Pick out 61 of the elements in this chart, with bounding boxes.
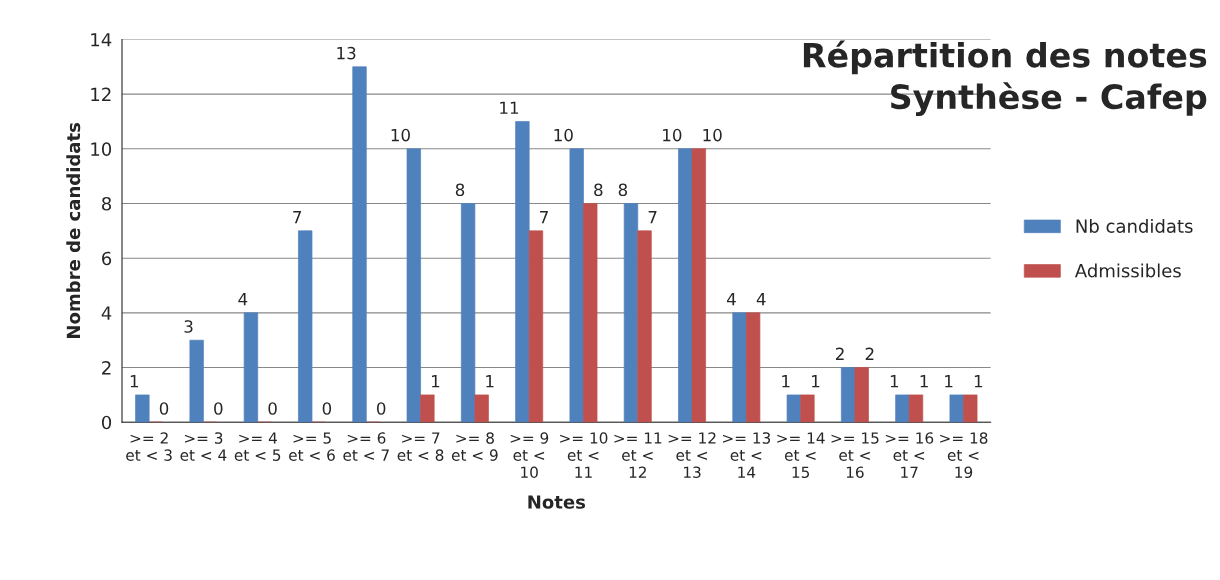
x-tick-label: >= 5 et < 6 [289, 432, 335, 461]
x-tick-label: >= 11 et < 12 [614, 432, 662, 478]
data-label: 1 [945, 375, 953, 388]
y-tick-label: 12 [91, 87, 111, 101]
x-tick-label: >= 14 et < 15 [777, 432, 825, 478]
y-tick-label: 10 [91, 142, 112, 156]
data-label: 10 [554, 128, 573, 142]
x-tick-label: >= 18 et < 19 [940, 432, 988, 478]
data-label: 2 [865, 347, 874, 360]
data-label: 0 [214, 402, 223, 415]
legend-label: Nb candidats [1076, 218, 1193, 233]
data-label: 1 [486, 375, 494, 388]
x-axis-title: Notes [528, 495, 586, 509]
data-label: 0 [376, 402, 386, 415]
x-tick-label: >= 2 et < 3 [126, 432, 172, 461]
y-tick-label: 2 [102, 361, 111, 375]
y-tick-label: 14 [91, 33, 112, 47]
y-tick-label: 0 [101, 415, 112, 430]
data-label: 0 [322, 402, 332, 415]
data-label: 1 [130, 375, 139, 388]
x-tick-label: >= 3 et < 4 [180, 432, 227, 461]
data-label: 4 [756, 293, 766, 306]
x-tick-label: >= 6 et < 7 [343, 432, 389, 461]
data-label: 1 [431, 375, 440, 388]
x-tick-label: >= 8 et < 9 [451, 432, 498, 461]
data-label: 11 [500, 101, 519, 114]
y-tick-label: 8 [102, 196, 112, 211]
data-label: 7 [293, 211, 302, 224]
data-label: 1 [920, 375, 928, 388]
y-tick-label: 4 [101, 306, 112, 320]
data-label: 4 [238, 293, 248, 306]
data-label: 3 [184, 320, 193, 333]
x-tick-label: >= 10 et < 11 [560, 432, 608, 478]
data-label: 13 [337, 46, 356, 60]
data-label: 10 [663, 128, 682, 142]
data-label: 10 [703, 128, 722, 142]
data-label: 8 [594, 183, 603, 197]
x-tick-label: >= 13 et < 14 [723, 432, 771, 478]
x-tick-label: >= 4 et < 5 [234, 432, 281, 461]
x-tick-label: >= 12 et < 13 [668, 432, 716, 478]
data-label: 4 [726, 293, 736, 306]
x-tick-label: >= 7 et < 8 [397, 432, 444, 461]
data-label: 8 [618, 183, 628, 197]
data-label: 1 [974, 375, 983, 388]
x-tick-label: >= 15 et < 16 [831, 432, 879, 478]
data-label: 8 [455, 183, 465, 197]
data-label: 1 [812, 375, 820, 388]
data-label: 10 [391, 128, 410, 142]
data-label: 2 [835, 347, 844, 360]
data-label: 1 [782, 375, 790, 388]
x-tick-label: >= 16 et < 17 [885, 432, 934, 478]
y-tick-label: 6 [102, 251, 112, 266]
data-label: 1 [890, 375, 899, 388]
data-label: 0 [268, 402, 277, 415]
data-label: 0 [159, 402, 169, 415]
data-label: 7 [648, 211, 657, 224]
data-label: 7 [540, 211, 548, 224]
text: Répartition des notes Synthèse - Cafep [803, 40, 1207, 117]
x-tick-label: >= 9 et < 10 [510, 432, 549, 478]
y-axis-title: Nombre de candidats [66, 122, 81, 338]
legend-label: Admissibles [1074, 263, 1181, 278]
